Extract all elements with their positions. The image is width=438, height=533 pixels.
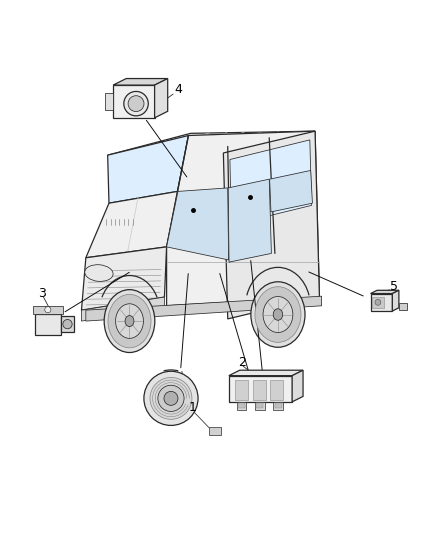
Text: 1: 1 — [188, 401, 196, 415]
Polygon shape — [371, 290, 399, 294]
Polygon shape — [33, 306, 63, 313]
Ellipse shape — [273, 309, 283, 320]
Circle shape — [150, 377, 192, 419]
Polygon shape — [166, 188, 229, 260]
Polygon shape — [60, 316, 74, 333]
Polygon shape — [392, 290, 399, 311]
Polygon shape — [209, 427, 221, 435]
Polygon shape — [230, 140, 311, 225]
Circle shape — [124, 92, 148, 116]
Polygon shape — [81, 297, 164, 321]
Circle shape — [164, 391, 178, 405]
Ellipse shape — [263, 296, 293, 333]
Ellipse shape — [125, 316, 134, 327]
Ellipse shape — [104, 289, 155, 352]
Polygon shape — [273, 402, 283, 410]
Text: 5: 5 — [390, 280, 398, 293]
Ellipse shape — [251, 282, 305, 348]
Text: 3: 3 — [38, 287, 46, 300]
Polygon shape — [275, 403, 282, 408]
Polygon shape — [235, 380, 248, 400]
Polygon shape — [270, 171, 312, 212]
Polygon shape — [372, 297, 384, 308]
Circle shape — [375, 300, 381, 305]
Polygon shape — [399, 303, 407, 310]
Text: 4: 4 — [174, 83, 182, 96]
Polygon shape — [108, 135, 188, 203]
Circle shape — [158, 385, 184, 411]
Polygon shape — [292, 370, 303, 402]
Ellipse shape — [108, 294, 151, 348]
Circle shape — [128, 96, 144, 111]
Polygon shape — [228, 179, 272, 262]
Circle shape — [63, 319, 72, 329]
Polygon shape — [81, 247, 166, 310]
Polygon shape — [238, 403, 245, 408]
Text: 2: 2 — [238, 356, 246, 369]
Polygon shape — [255, 402, 265, 410]
Polygon shape — [155, 78, 168, 118]
Polygon shape — [35, 313, 60, 335]
Polygon shape — [223, 131, 319, 319]
Polygon shape — [237, 402, 246, 410]
Polygon shape — [270, 380, 283, 400]
Polygon shape — [166, 131, 319, 306]
Circle shape — [144, 372, 198, 425]
Ellipse shape — [255, 287, 301, 342]
Polygon shape — [253, 380, 266, 400]
Polygon shape — [113, 85, 155, 118]
Polygon shape — [113, 78, 168, 85]
Polygon shape — [108, 131, 315, 155]
Polygon shape — [229, 370, 303, 376]
Polygon shape — [256, 403, 263, 408]
Polygon shape — [371, 294, 392, 311]
Circle shape — [45, 306, 51, 313]
Polygon shape — [86, 191, 177, 258]
Polygon shape — [229, 376, 292, 402]
Ellipse shape — [116, 304, 143, 338]
Polygon shape — [86, 296, 321, 321]
Polygon shape — [105, 93, 113, 110]
Ellipse shape — [85, 265, 113, 281]
